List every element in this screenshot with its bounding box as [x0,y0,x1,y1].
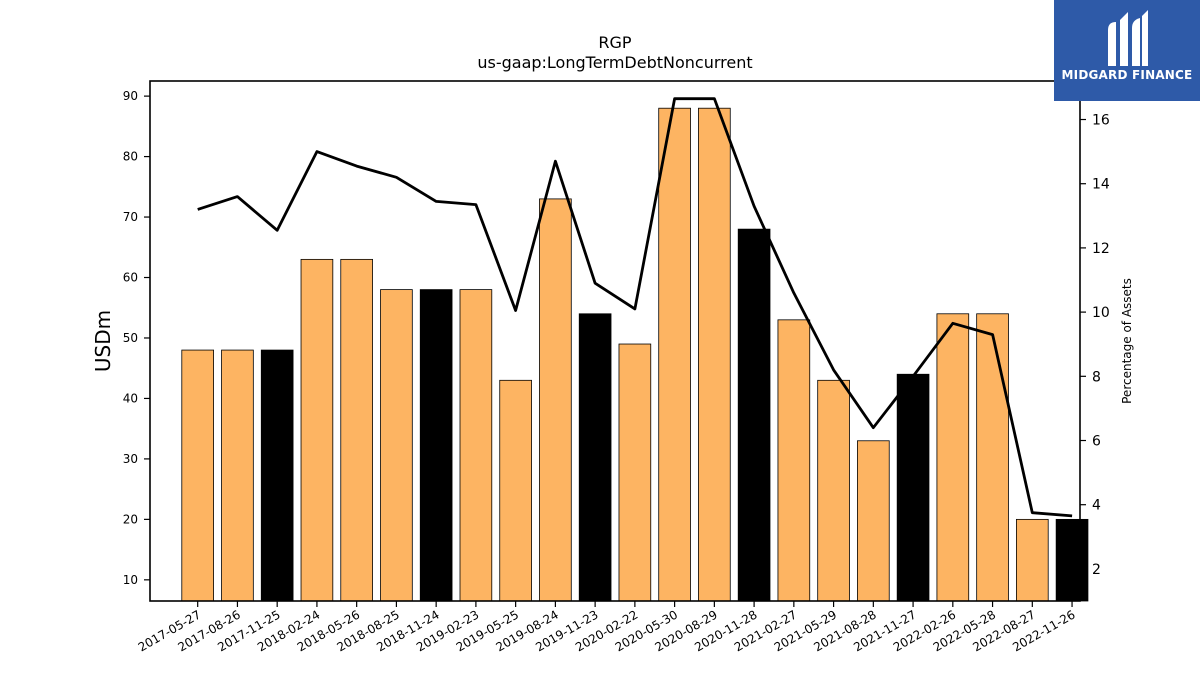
y-tick-label: 50 [123,331,138,345]
bars-layer [181,107,1089,602]
y2-tick-label: 10 [1092,305,1110,321]
bar-2019-02-23 [459,289,493,602]
bar-2018-05-26 [340,258,373,602]
percentage-of-assets-line [197,97,1073,518]
y-tick-label: 40 [123,391,138,405]
y2-tick-label: 12 [1092,241,1110,257]
bar-2018-11-24 [419,289,453,602]
bar-2020-02-22 [618,343,652,602]
bar-2020-11-28 [737,228,771,602]
bar-2021-11-27 [896,373,930,602]
y2-tick-label: 16 [1092,113,1110,129]
y2-tick-label: 2 [1092,562,1101,578]
y2-tick-label: 4 [1092,498,1101,514]
line-layer [197,97,1073,518]
chart-title: RGP [598,33,632,52]
y2-tick-label: 6 [1092,434,1101,450]
y-tick-label: 10 [123,573,138,587]
bar-2022-11-26 [1055,518,1089,602]
brand-logo-box: MIDGARD FINANCE [1054,0,1200,101]
bar-2017-05-27 [181,349,214,602]
bar-2019-05-25 [499,379,532,602]
bar-2021-05-29 [817,379,850,602]
bar-2020-08-29 [698,107,731,602]
y2-tick-label: 8 [1092,369,1101,385]
y-tick-label: 70 [123,210,138,224]
bar-2017-11-25 [260,349,294,602]
y-tick-label: 80 [123,150,138,164]
y-tick-label: 60 [123,271,138,285]
bar-2019-08-24 [539,198,572,602]
brand-name: MIDGARD FINANCE [1061,68,1193,82]
midgard-logo-icon [1108,10,1148,66]
bar-2020-05-30 [658,107,691,602]
y-tick-label: 30 [123,452,138,466]
y-tick-label: 90 [123,89,138,103]
bar-2021-08-28 [857,440,890,602]
bar-2022-05-28 [976,313,1009,602]
bar-2019-11-23 [578,313,612,602]
bar-2022-02-26 [936,313,970,602]
y2-axis-title: Percentage of Assets [1120,278,1134,404]
bar-2022-08-27 [1016,518,1049,602]
y-axis-title: USDm [91,310,115,372]
bar-2021-02-27 [777,319,811,602]
bar-2017-08-26 [221,349,254,602]
bar-2018-02-24 [300,258,334,602]
chart-subtitle: us-gaap:LongTermDebtNoncurrent [477,53,752,72]
plot-frame [149,80,1081,602]
y2-tick-label: 14 [1092,177,1110,193]
y-tick-label: 20 [123,512,138,526]
bar-2018-08-25 [380,289,413,602]
